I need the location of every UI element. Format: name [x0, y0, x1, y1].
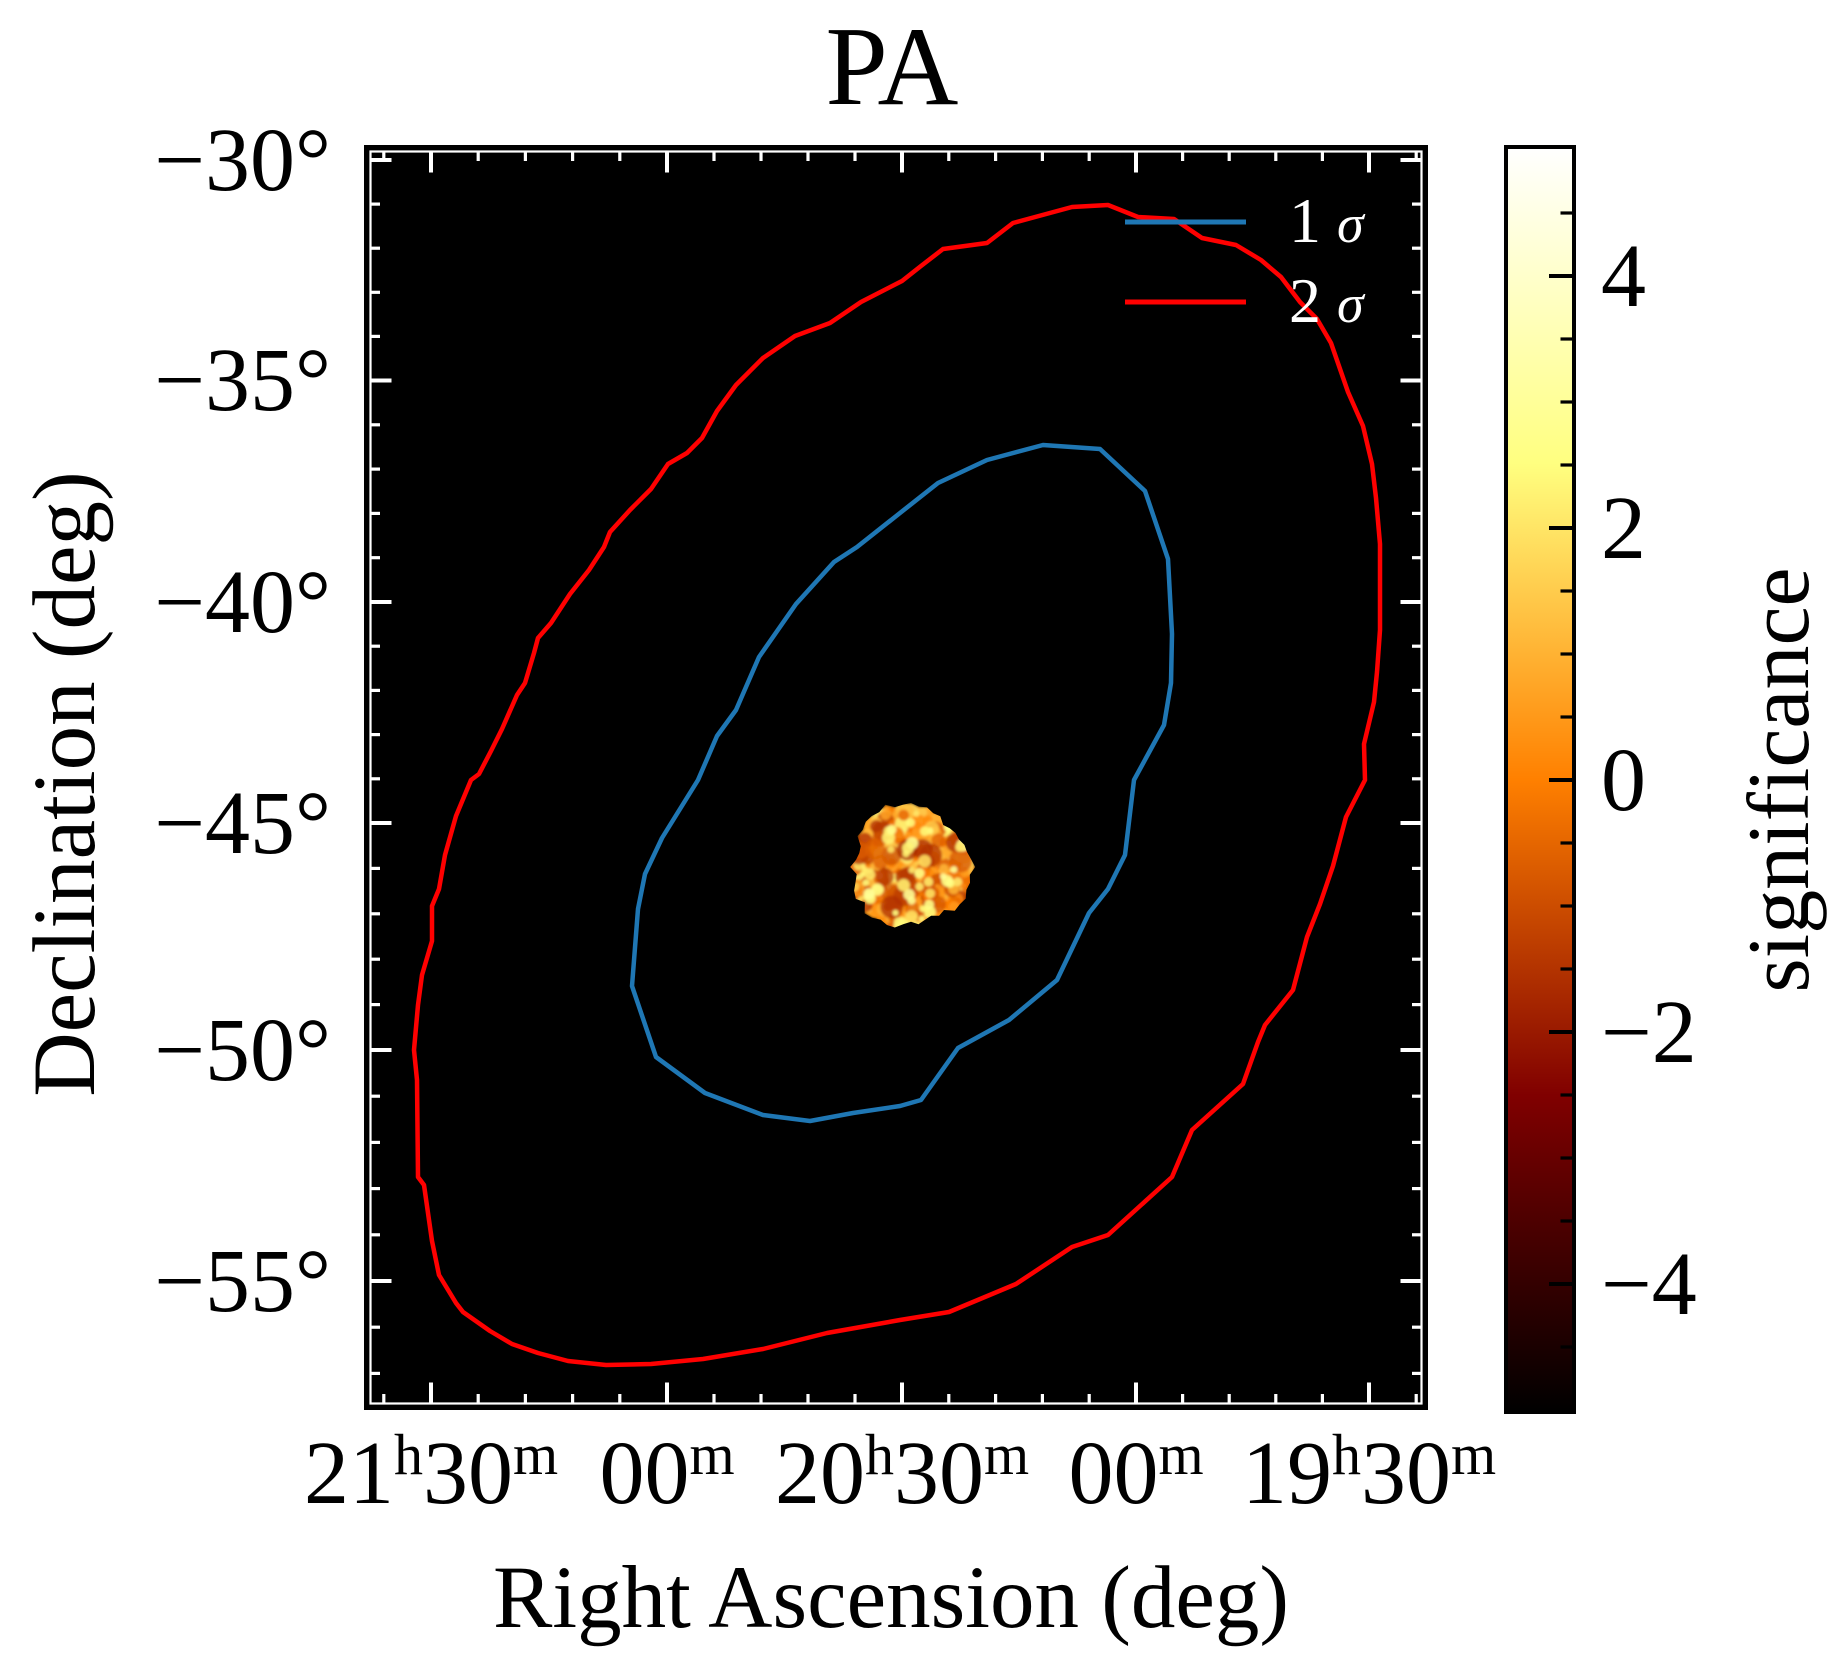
- svg-text:1 σ: 1 σ: [1289, 185, 1366, 256]
- svg-text:Right Ascension (deg): Right Ascension (deg): [493, 1549, 1289, 1647]
- svg-text:00m: 00m: [1068, 1422, 1203, 1523]
- svg-text:20h30m: 20h30m: [775, 1422, 1029, 1523]
- svg-text:2 σ: 2 σ: [1289, 265, 1366, 336]
- svg-text:−40°: −40°: [154, 553, 331, 652]
- svg-text:−30°: −30°: [154, 111, 331, 210]
- svg-text:0: 0: [1601, 731, 1646, 830]
- svg-text:−50°: −50°: [154, 1001, 331, 1100]
- svg-text:PA: PA: [826, 5, 959, 129]
- svg-text:4: 4: [1601, 227, 1646, 326]
- svg-text:−45°: −45°: [154, 774, 331, 873]
- svg-text:−2: −2: [1601, 983, 1697, 1082]
- svg-text:−4: −4: [1601, 1235, 1697, 1334]
- svg-text:Declination (deg): Declination (deg): [16, 471, 114, 1096]
- svg-text:−35°: −35°: [154, 331, 331, 430]
- svg-text:00m: 00m: [599, 1422, 734, 1523]
- svg-text:significance: significance: [1731, 567, 1828, 992]
- svg-text:−55°: −55°: [154, 1232, 331, 1331]
- svg-text:2: 2: [1601, 479, 1646, 578]
